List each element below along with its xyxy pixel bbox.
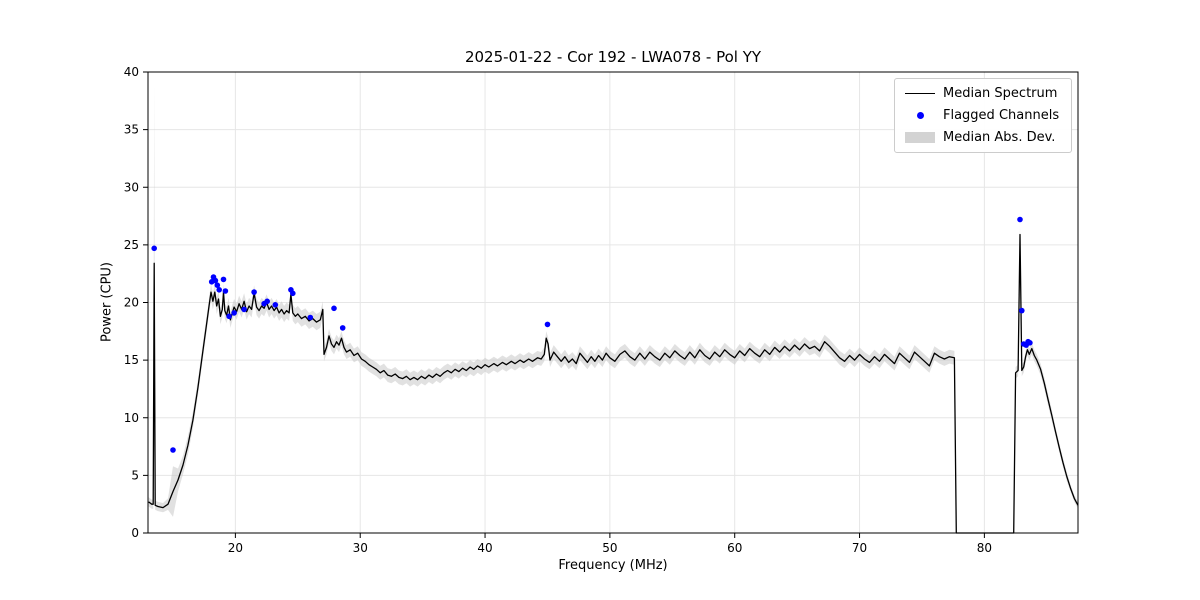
svg-text:15: 15 bbox=[124, 353, 139, 367]
svg-text:10: 10 bbox=[124, 411, 139, 425]
svg-text:25: 25 bbox=[124, 238, 139, 252]
legend-label-median-spectrum: Median Spectrum bbox=[943, 86, 1058, 101]
svg-text:50: 50 bbox=[602, 541, 617, 555]
plot-title: 2025-01-22 - Cor 192 - LWA078 - Pol YY bbox=[464, 48, 762, 66]
legend-item-median-spectrum: Median Spectrum bbox=[905, 86, 1061, 101]
svg-text:30: 30 bbox=[353, 541, 368, 555]
legend-label-median-abs-dev: Median Abs. Dev. bbox=[943, 130, 1056, 145]
dot-swatch-icon bbox=[905, 112, 935, 119]
svg-text:30: 30 bbox=[124, 180, 139, 194]
svg-text:40: 40 bbox=[477, 541, 492, 555]
svg-text:35: 35 bbox=[124, 123, 139, 137]
svg-text:5: 5 bbox=[131, 468, 139, 482]
legend: Median Spectrum Flagged Channels Median … bbox=[894, 78, 1072, 153]
x-axis-label: Frequency (MHz) bbox=[558, 558, 668, 573]
svg-text:60: 60 bbox=[727, 541, 742, 555]
svg-text:0: 0 bbox=[131, 526, 139, 540]
svg-text:40: 40 bbox=[124, 65, 139, 79]
legend-item-flagged-channels: Flagged Channels bbox=[905, 108, 1061, 123]
svg-text:80: 80 bbox=[977, 541, 992, 555]
svg-text:20: 20 bbox=[228, 541, 243, 555]
svg-text:20: 20 bbox=[124, 296, 139, 310]
svg-text:70: 70 bbox=[852, 541, 867, 555]
band-swatch-icon bbox=[905, 132, 935, 143]
legend-label-flagged-channels: Flagged Channels bbox=[943, 108, 1060, 123]
legend-item-median-abs-dev: Median Abs. Dev. bbox=[905, 130, 1061, 145]
line-swatch-icon bbox=[905, 93, 935, 94]
